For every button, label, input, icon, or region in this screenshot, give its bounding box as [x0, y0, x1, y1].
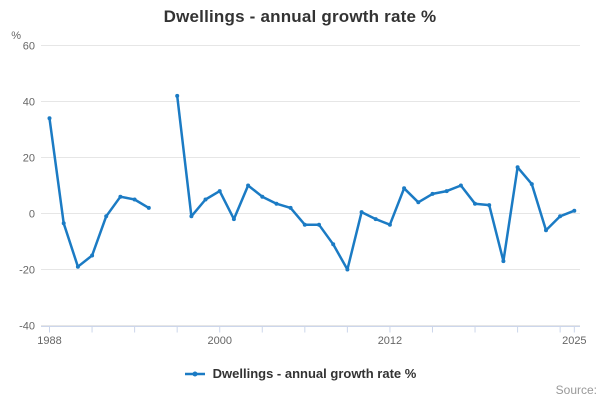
data-point: [473, 201, 477, 206]
data-point: [302, 222, 307, 227]
data-point: [61, 221, 66, 226]
data-point: [416, 200, 421, 205]
data-point: [402, 186, 407, 191]
legend-item[interactable]: Dwellings - annual growth rate %: [0, 366, 600, 381]
data-point: [544, 228, 548, 233]
data-point: [217, 189, 222, 194]
series-line: [48, 94, 576, 271]
data-point: [47, 116, 52, 121]
data-point: [515, 165, 520, 170]
y-axis-tick-label: 40: [23, 97, 35, 109]
data-point: [203, 197, 208, 202]
x-axis-tick-label: 2012: [378, 335, 402, 347]
x-axis-tick-label: 2025: [562, 335, 586, 347]
data-point: [501, 259, 506, 264]
data-point: [444, 189, 449, 194]
data-point: [246, 183, 251, 188]
data-point: [373, 217, 378, 222]
data-point: [430, 191, 435, 196]
data-point: [387, 222, 392, 227]
data-point: [529, 182, 534, 187]
data-point: [274, 201, 279, 206]
data-point: [458, 183, 463, 188]
data-point: [317, 222, 321, 227]
y-axis-tick-label: 60: [23, 41, 35, 53]
x-axis-tick-label: 2000: [207, 335, 231, 347]
data-point: [90, 253, 95, 258]
data-point: [288, 205, 293, 210]
data-point: [75, 264, 80, 269]
data-point: [558, 214, 563, 219]
data-point: [104, 214, 109, 219]
data-point: [345, 267, 350, 272]
y-axis-tick-label: -40: [19, 321, 35, 333]
data-point: [487, 203, 492, 208]
y-axis-tick-label: 20: [23, 153, 35, 165]
data-point: [260, 194, 265, 199]
data-point: [572, 208, 577, 213]
legend-line-marker-icon: [184, 371, 205, 376]
y-axis-title: %: [11, 30, 21, 42]
chart-title: Dwellings - annual growth rate %: [163, 7, 437, 26]
data-point: [146, 205, 151, 210]
source-label: Source:: [555, 383, 597, 397]
data-point: [231, 217, 236, 222]
data-point: [359, 210, 364, 215]
data-point: [118, 194, 123, 199]
data-point: [175, 93, 180, 98]
y-axis-tick-label: -20: [19, 265, 35, 277]
y-axis-tick-label: 0: [29, 209, 35, 221]
x-axis-tick-label: 1988: [37, 335, 61, 347]
legend-label: Dwellings - annual growth rate %: [212, 366, 417, 381]
data-point: [331, 242, 336, 247]
data-point: [132, 197, 137, 202]
data-point: [189, 214, 194, 219]
